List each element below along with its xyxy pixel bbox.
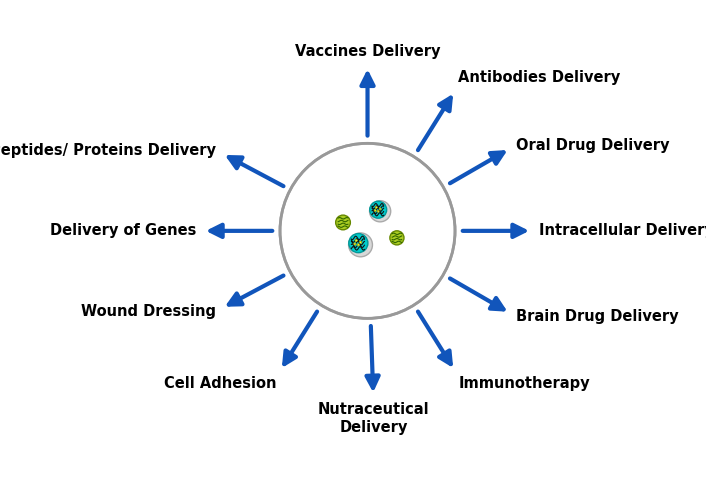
Text: Immunotherapy: Immunotherapy (458, 376, 590, 391)
Ellipse shape (349, 234, 368, 253)
Circle shape (357, 244, 359, 246)
Text: Nutraceutical
Delivery: Nutraceutical Delivery (318, 402, 429, 434)
Circle shape (354, 243, 356, 245)
Circle shape (280, 143, 455, 319)
Ellipse shape (370, 201, 387, 218)
Circle shape (359, 241, 361, 243)
Text: Delivery of Genes: Delivery of Genes (49, 223, 196, 239)
Text: Oral Drug Delivery: Oral Drug Delivery (516, 137, 669, 153)
Circle shape (379, 208, 381, 210)
Ellipse shape (335, 215, 350, 230)
Ellipse shape (349, 233, 373, 257)
Ellipse shape (369, 201, 390, 222)
Text: Intracellular Delivery: Intracellular Delivery (539, 223, 706, 239)
Text: Wound Dressing: Wound Dressing (81, 304, 216, 319)
Text: Vaccines Delivery: Vaccines Delivery (295, 45, 441, 59)
Circle shape (374, 209, 376, 211)
Text: Brain Drug Delivery: Brain Drug Delivery (516, 309, 678, 324)
Text: Cell Adhesion: Cell Adhesion (164, 376, 277, 391)
Circle shape (376, 206, 377, 208)
Circle shape (355, 240, 357, 241)
Text: Antibodies Delivery: Antibodies Delivery (458, 70, 621, 85)
Circle shape (377, 210, 379, 212)
Text: Peptides/ Proteins Delivery: Peptides/ Proteins Delivery (0, 143, 216, 158)
Ellipse shape (390, 231, 404, 245)
